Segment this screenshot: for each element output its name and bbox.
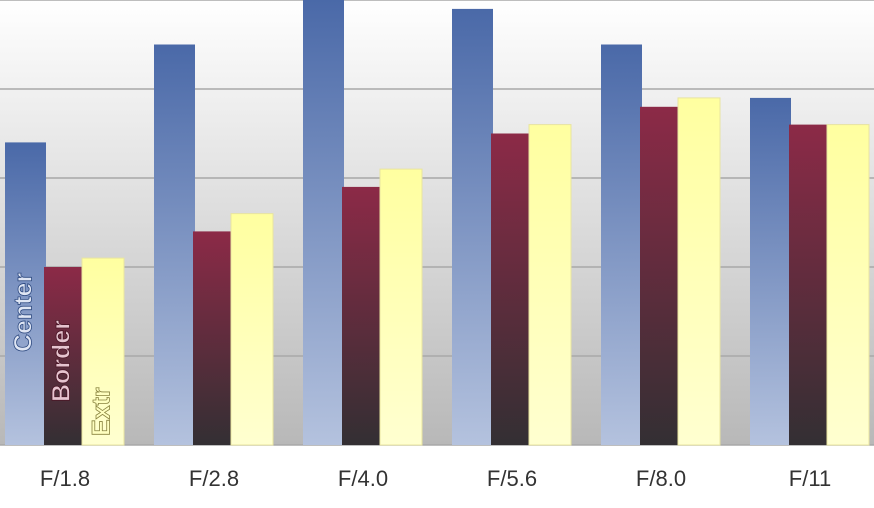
- x-tick-label: F/2.8: [189, 466, 239, 491]
- plot-area: [0, 0, 874, 445]
- bar: [601, 44, 642, 445]
- x-tick-label: F/11: [789, 466, 831, 491]
- x-tick-label: F/4.0: [338, 466, 388, 491]
- bar: [528, 124, 572, 446]
- bar: [750, 97, 791, 446]
- bar: [44, 267, 82, 445]
- bar: [379, 168, 423, 446]
- bar: [81, 257, 125, 446]
- x-tick-label: F/8.0: [636, 466, 686, 491]
- x-tick-label: F/5.6: [487, 466, 537, 491]
- series-label: Center: [10, 273, 38, 352]
- bar: [230, 213, 274, 446]
- bar: [342, 186, 380, 445]
- series-label: Border: [48, 320, 76, 402]
- bar: [677, 97, 721, 446]
- bar: [640, 106, 678, 446]
- series-label: Extr: [88, 387, 116, 436]
- bar: [452, 8, 493, 446]
- bar: [826, 124, 870, 446]
- bar: [154, 44, 195, 445]
- bar: [789, 124, 827, 445]
- bar: [491, 133, 529, 445]
- bar: [193, 231, 231, 445]
- x-tick-label: F/1.8: [40, 466, 90, 491]
- bar: [303, 0, 344, 445]
- bar: [5, 142, 46, 445]
